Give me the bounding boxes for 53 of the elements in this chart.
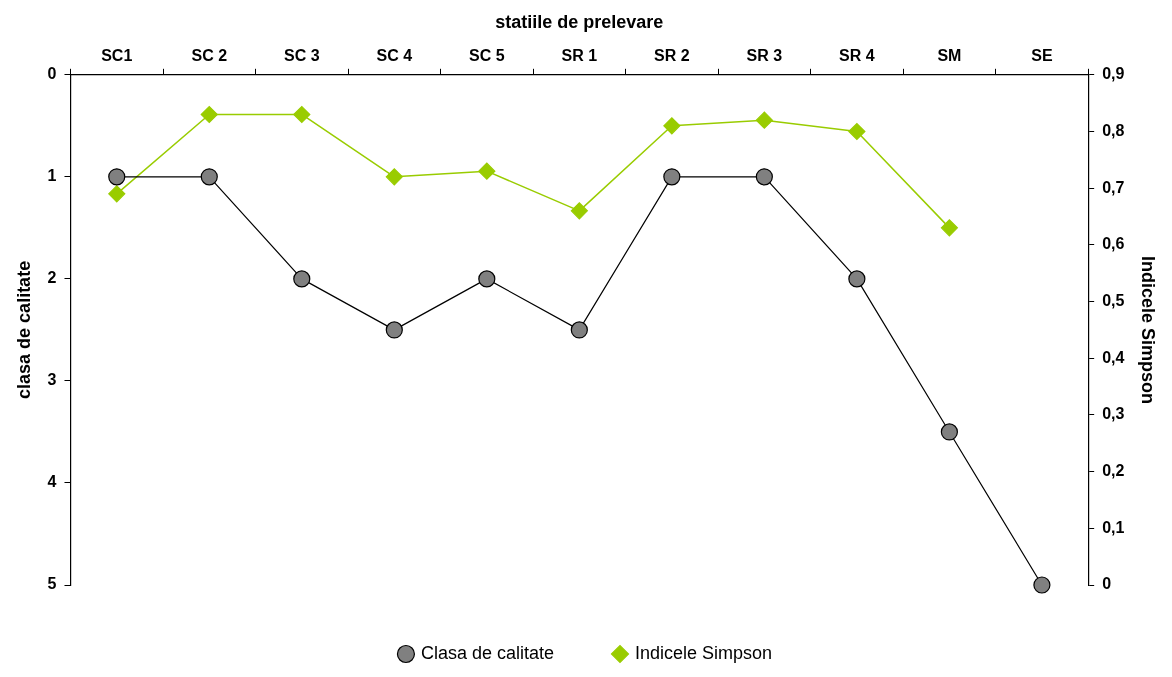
point xyxy=(755,111,773,129)
point xyxy=(108,168,126,186)
x-axis-title: statiile de prelevare xyxy=(495,11,664,32)
y-tick-label: 0 xyxy=(47,65,57,83)
point xyxy=(478,162,496,180)
point xyxy=(293,105,311,124)
point xyxy=(570,202,588,220)
legend-label: Indicele Simpson xyxy=(635,642,773,663)
point xyxy=(570,321,588,339)
point xyxy=(663,117,681,135)
y2-tick-label: 0,7 xyxy=(1102,178,1125,196)
y-tick-label: 4 xyxy=(47,473,57,491)
y2-tick-label: 0,5 xyxy=(1102,291,1125,309)
x-tick-label: SC1 xyxy=(101,46,133,64)
y2-tick-label: 0 xyxy=(1102,575,1112,593)
point xyxy=(478,270,496,288)
point xyxy=(848,270,866,288)
y2-tick-label: 0,2 xyxy=(1102,462,1125,480)
y2-tick-label: 0,3 xyxy=(1102,405,1125,423)
x-tick-label: SC 3 xyxy=(284,46,320,64)
y-axis-title: clasa de calitate xyxy=(13,260,34,399)
point xyxy=(755,168,773,186)
point xyxy=(848,122,866,141)
x-tick-label: SM xyxy=(937,46,962,64)
x-tick-label: SR 4 xyxy=(839,46,875,64)
point xyxy=(108,185,126,203)
x-tick-label: SC 5 xyxy=(469,46,505,64)
point xyxy=(200,105,218,124)
y-tick-label: 3 xyxy=(47,371,57,389)
point xyxy=(1033,576,1051,594)
x-tick-label: SR 2 xyxy=(654,46,690,64)
y2-tick-label: 0,1 xyxy=(1102,518,1125,536)
point xyxy=(293,270,311,288)
x-tick-label: SC 4 xyxy=(376,46,413,64)
point xyxy=(663,168,681,186)
y-tick-label: 5 xyxy=(47,575,57,593)
point xyxy=(385,321,403,339)
legend-label: Clasa de calitate xyxy=(420,642,554,663)
x-tick-label: SE xyxy=(1031,46,1053,64)
y2-tick-label: 0,8 xyxy=(1102,121,1125,139)
y2-tick-label: 0,9 xyxy=(1102,65,1125,83)
y2-axis-title: Indicele Simpson xyxy=(1138,255,1159,404)
x-tick-label: SR 1 xyxy=(561,46,598,64)
y2-tick-label: 0,4 xyxy=(1102,348,1125,366)
x-tick-label: SR 3 xyxy=(746,46,783,64)
point xyxy=(940,423,958,441)
x-tick-label: SC 2 xyxy=(191,46,228,64)
y-tick-label: 2 xyxy=(47,269,57,287)
y-tick-label: 1 xyxy=(47,167,57,185)
point xyxy=(940,219,958,237)
y2-tick-label: 0,6 xyxy=(1102,235,1125,253)
point xyxy=(200,168,218,186)
point xyxy=(385,168,403,186)
